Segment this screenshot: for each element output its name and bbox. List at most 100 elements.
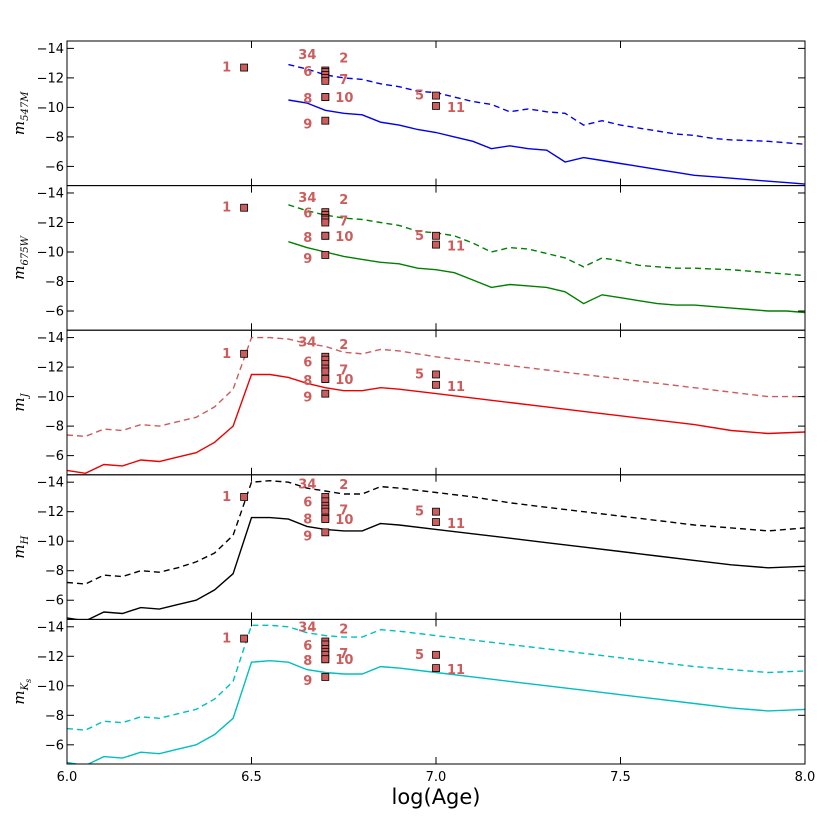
series-dashed-line <box>67 479 805 585</box>
y-tick-label: −14 <box>37 620 64 635</box>
series-solid-line <box>288 241 805 314</box>
x-tick-label: 7.0 <box>426 770 447 785</box>
y-tick-label: −10 <box>37 245 64 260</box>
y-axis-label: mJ <box>10 392 31 411</box>
star-label-11: 11 <box>447 663 465 678</box>
star-marker-11 <box>432 518 440 526</box>
star-label-7: 7 <box>339 647 348 662</box>
y-axis-label: mH <box>10 535 31 558</box>
y-tick-label: −8 <box>45 275 64 290</box>
star-marker-7 <box>321 76 330 85</box>
star-marker-5 <box>432 370 440 379</box>
y-tick-label: −14 <box>37 186 64 201</box>
star-label-7: 7 <box>339 504 348 519</box>
star-label-11: 11 <box>447 380 465 395</box>
y-tick-label: −6 <box>45 449 64 464</box>
y-tick-label: −6 <box>45 738 64 753</box>
panel-4: −14 −12 −10 −8 −6 mH 1 34 2 6 7 8 10 5 9 11 <box>10 474 806 620</box>
star-marker-9 <box>321 116 330 125</box>
star-marker-11 <box>432 240 440 249</box>
star-label-9: 9 <box>303 674 312 689</box>
axes-frame <box>66 185 806 331</box>
star-label-1: 1 <box>222 201 231 216</box>
panel-1: −14 −12 −10 −8 −6 m547M 1 34 2 6 7 8 10 5 9 11 <box>10 40 806 187</box>
y-axis-label: mKs <box>10 679 33 705</box>
y-tick-label: −10 <box>37 535 64 550</box>
x-tick-label: 6.0 <box>57 770 78 785</box>
star-marker-1 <box>240 203 249 212</box>
series-solid-line <box>67 516 805 620</box>
y-tick-label: −12 <box>37 361 64 376</box>
y-tick-label: −12 <box>37 71 64 86</box>
x-tick-label: 6.5 <box>241 770 262 785</box>
series-solid-line <box>67 659 805 765</box>
star-label-8: 8 <box>303 513 312 528</box>
star-marker-7 <box>321 367 330 376</box>
star-label-7: 7 <box>339 364 348 379</box>
series-dashed-line <box>67 624 805 731</box>
star-label-2: 2 <box>339 338 348 353</box>
star-marker-9 <box>321 389 330 398</box>
panel-5: −14 −12 −10 −8 −6 mKs 1 34 2 6 7 8 10 5 9 11 6.0 6.5 7.0 7.… <box>10 618 815 809</box>
star-marker-10 <box>321 655 330 664</box>
star-marker-5 <box>432 507 440 516</box>
star-label-7: 7 <box>339 214 348 229</box>
star-marker-1 <box>240 493 249 501</box>
axes-frame <box>66 618 806 765</box>
star-marker-10 <box>321 231 330 240</box>
star-label-11: 11 <box>447 101 465 116</box>
star-marker-11 <box>432 664 440 672</box>
y-tick-label: −8 <box>45 709 64 724</box>
y-tick-label: −12 <box>37 650 64 665</box>
star-marker-7 <box>321 218 330 227</box>
star-label-8: 8 <box>303 374 312 389</box>
star-marker-5 <box>432 91 440 100</box>
star-label-34: 34 <box>298 48 316 63</box>
star-label-8: 8 <box>303 231 312 246</box>
panel-3: −14 −12 −10 −8 −6 mJ 1 34 2 6 7 8 10 5 9 11 <box>10 329 806 476</box>
star-label-5: 5 <box>415 229 424 244</box>
star-label-9: 9 <box>303 529 312 544</box>
star-label-6: 6 <box>303 207 312 222</box>
star-label-5: 5 <box>415 367 424 382</box>
star-label-1: 1 <box>222 632 231 647</box>
star-marker-9 <box>321 528 330 537</box>
y-axis-label: m675W <box>10 235 31 279</box>
series-dashed-line <box>288 204 805 277</box>
star-label-11: 11 <box>447 517 465 532</box>
star-label-6: 6 <box>303 496 312 511</box>
series-dashed-line <box>67 336 805 438</box>
star-label-1: 1 <box>222 347 231 362</box>
y-tick-label: −10 <box>37 679 64 694</box>
star-label-8: 8 <box>303 92 312 107</box>
star-label-1: 1 <box>222 61 231 76</box>
y-tick-label: −14 <box>37 476 64 491</box>
star-marker-9 <box>321 251 330 259</box>
panel-2: −14 −12 −10 −8 −6 m675W 1 34 2 6 7 8 10 5 9 11 <box>10 185 806 331</box>
y-tick-label: −10 <box>37 390 64 405</box>
star-label-34: 34 <box>298 620 316 635</box>
star-label-10: 10 <box>335 513 353 528</box>
star-label-2: 2 <box>339 478 348 493</box>
y-tick-label: −6 <box>45 160 64 175</box>
star-label-10: 10 <box>335 91 353 106</box>
star-marker-11 <box>432 380 440 389</box>
y-tick-label: −6 <box>45 305 64 320</box>
star-label-9: 9 <box>303 391 312 406</box>
star-label-9: 9 <box>303 252 312 267</box>
y-axis-label: m547M <box>10 91 31 135</box>
x-axis-label: log(Age) <box>391 785 480 809</box>
star-marker-10 <box>321 515 330 523</box>
y-tick-label: −12 <box>37 505 64 520</box>
star-marker-1 <box>240 349 249 358</box>
axes-frame <box>66 329 806 476</box>
star-label-5: 5 <box>415 648 424 663</box>
star-label-5: 5 <box>415 505 424 520</box>
star-label-2: 2 <box>339 193 348 208</box>
star-label-6: 6 <box>303 65 312 80</box>
star-label-8: 8 <box>303 654 312 669</box>
star-label-10: 10 <box>335 230 353 245</box>
star-marker-5 <box>432 231 440 240</box>
series-dashed-line <box>288 63 805 145</box>
